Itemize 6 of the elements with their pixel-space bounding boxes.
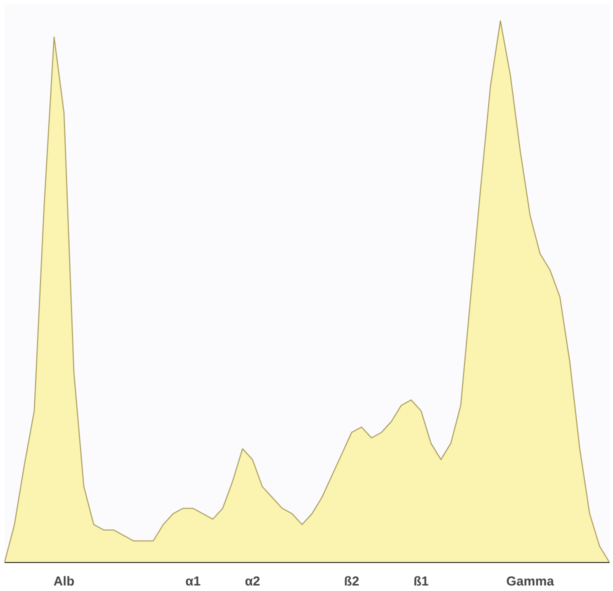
x-tick-label: Alb [54, 574, 75, 588]
x-tick-label: ß2 [344, 574, 360, 588]
x-tick-label: Gamma [506, 574, 555, 588]
x-tick-label: ß1 [413, 574, 429, 588]
x-tick-label: α1 [185, 574, 201, 588]
x-tick-label: α2 [244, 574, 260, 588]
